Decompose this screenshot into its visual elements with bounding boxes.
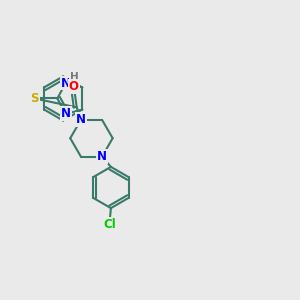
Text: Cl: Cl: [103, 218, 116, 231]
Text: O: O: [69, 80, 79, 93]
Text: N: N: [76, 113, 86, 126]
Text: S: S: [30, 92, 39, 105]
Text: N: N: [61, 76, 71, 89]
Text: N: N: [61, 107, 71, 120]
Text: N: N: [97, 150, 107, 163]
Text: H: H: [70, 71, 78, 82]
